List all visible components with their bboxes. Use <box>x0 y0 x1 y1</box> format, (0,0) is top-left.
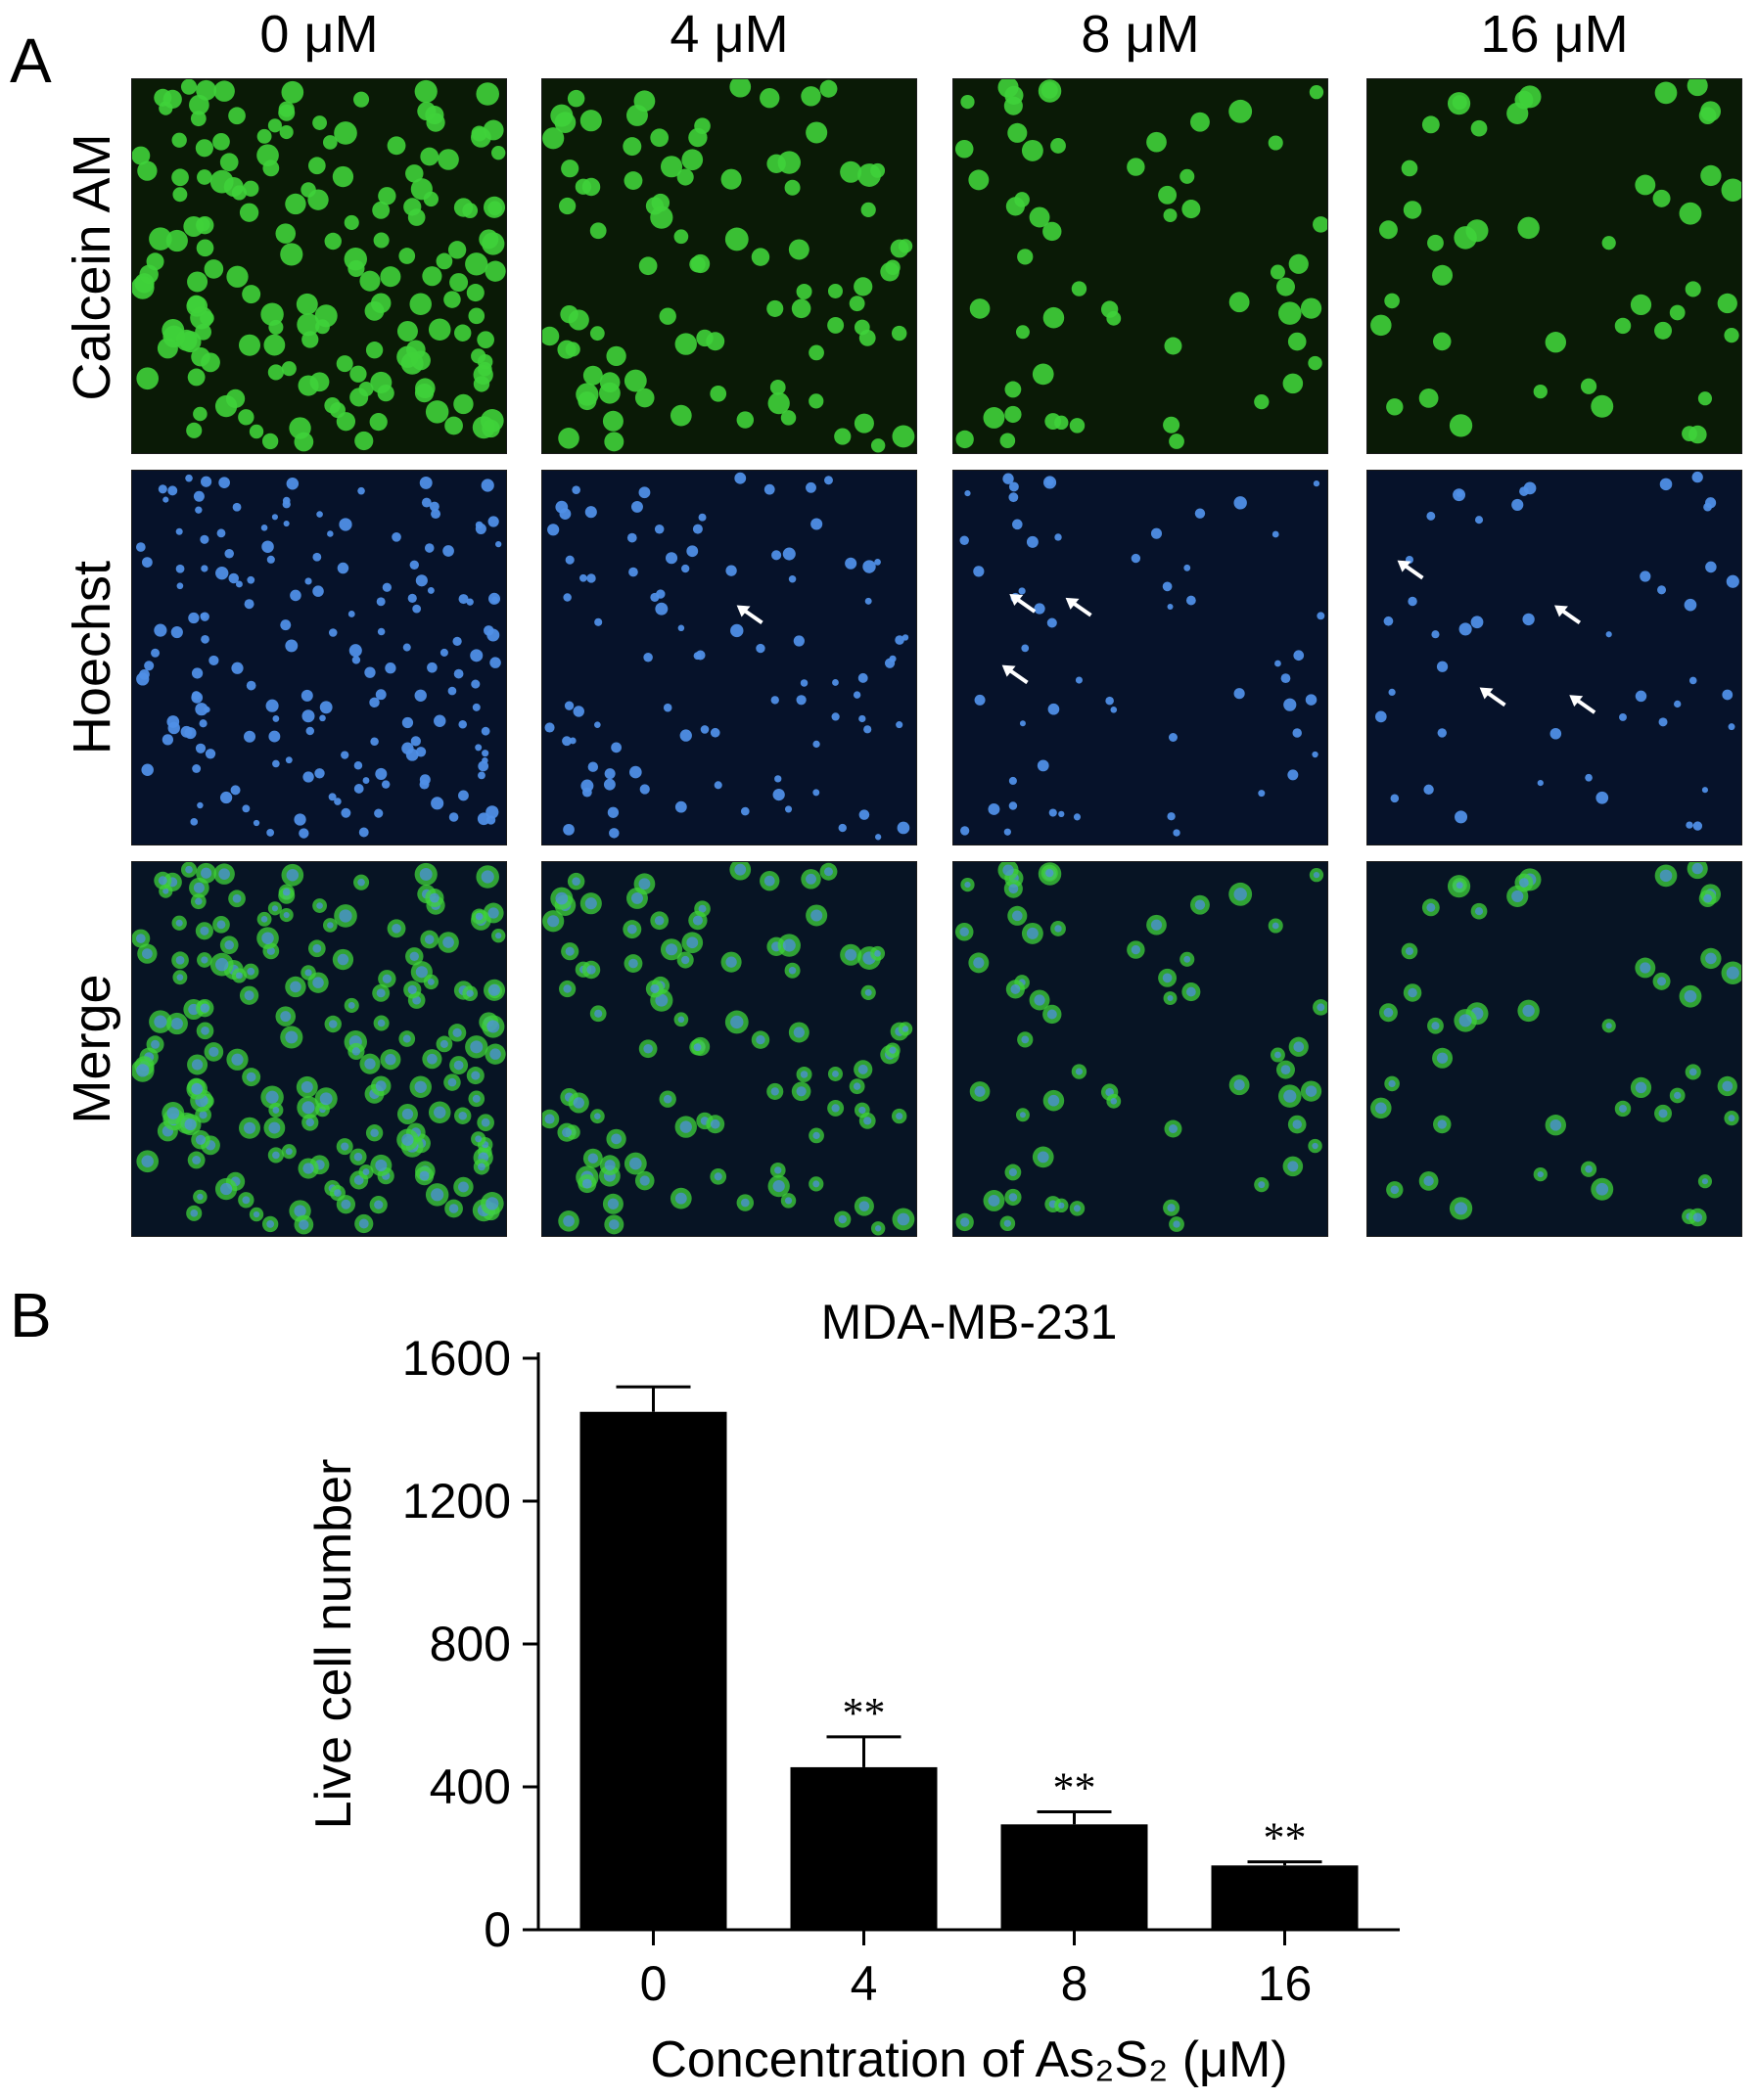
x-axis-label: Concentration of As₂S₂ (μM) <box>650 2032 1287 2088</box>
micrograph-hoechst-1 <box>541 470 917 845</box>
column-header-4um: 4 μM <box>670 5 789 64</box>
micrograph-hoechst-0 <box>131 470 507 845</box>
micrograph-hoechst-2 <box>952 470 1328 845</box>
micrograph-merge-2 <box>952 861 1328 1237</box>
apoptosis-arrow-icon <box>1479 687 1506 708</box>
apoptosis-arrow-icon <box>1065 597 1092 617</box>
column-header-16um: 16 μM <box>1480 5 1629 64</box>
y-tick-label: 800 <box>430 1617 511 1671</box>
y-axis-label: Live cell number <box>305 1459 362 1830</box>
apoptosis-arrow-icon <box>1009 594 1037 614</box>
micrograph-calcein-1 <box>541 78 917 454</box>
bar-chart: MDA-MB-231 0 400 800 1200 1600 Live cell numbe… <box>305 1295 1400 2088</box>
column-header-0um: 0 μM <box>259 5 379 64</box>
y-tick-label: 1600 <box>402 1331 511 1386</box>
x-tick-label: 8 <box>1061 1956 1088 2011</box>
x-tick-label: 0 <box>640 1956 668 2011</box>
apoptosis-arrow-icon <box>1001 664 1029 685</box>
bar-16 <box>1211 1865 1359 1930</box>
y-tick-label: 0 <box>484 1902 511 1957</box>
significance-marker: ** <box>843 1689 886 1737</box>
x-tick-label: 4 <box>851 1956 878 2011</box>
apoptosis-arrow-icon <box>1569 695 1596 714</box>
row-label-hoechst: Hoechst <box>63 560 121 755</box>
column-header-8um: 8 μM <box>1081 5 1200 64</box>
row-label-merge: Merge <box>63 974 121 1124</box>
micrograph-merge-3 <box>1366 861 1742 1237</box>
apoptosis-arrow-icon <box>736 605 763 625</box>
micrograph-calcein-3 <box>1366 78 1742 454</box>
micrograph-merge-1 <box>541 861 917 1237</box>
micrograph-merge-0 <box>131 861 507 1237</box>
y-tick-label: 1200 <box>402 1474 511 1529</box>
panel-label-a: A <box>10 25 52 96</box>
bar-8 <box>1000 1824 1148 1930</box>
chart-title: MDA-MB-231 <box>821 1295 1118 1349</box>
row-label-calcein: Calcein AM <box>63 133 121 401</box>
micrograph-calcein-0 <box>131 78 507 454</box>
micrograph-hoechst-3 <box>1366 470 1742 845</box>
bar-4 <box>790 1766 938 1930</box>
significance-marker: ** <box>1264 1814 1307 1862</box>
apoptosis-arrow-icon <box>1397 560 1424 580</box>
apoptosis-arrow-icon <box>1554 605 1582 625</box>
x-tick-label: 16 <box>1258 1956 1313 2011</box>
significance-marker: ** <box>1053 1764 1096 1812</box>
panel-label-b: B <box>10 1280 52 1350</box>
y-tick-label: 400 <box>430 1759 511 1814</box>
bar-0 <box>579 1411 727 1930</box>
micrograph-calcein-2 <box>952 78 1328 454</box>
